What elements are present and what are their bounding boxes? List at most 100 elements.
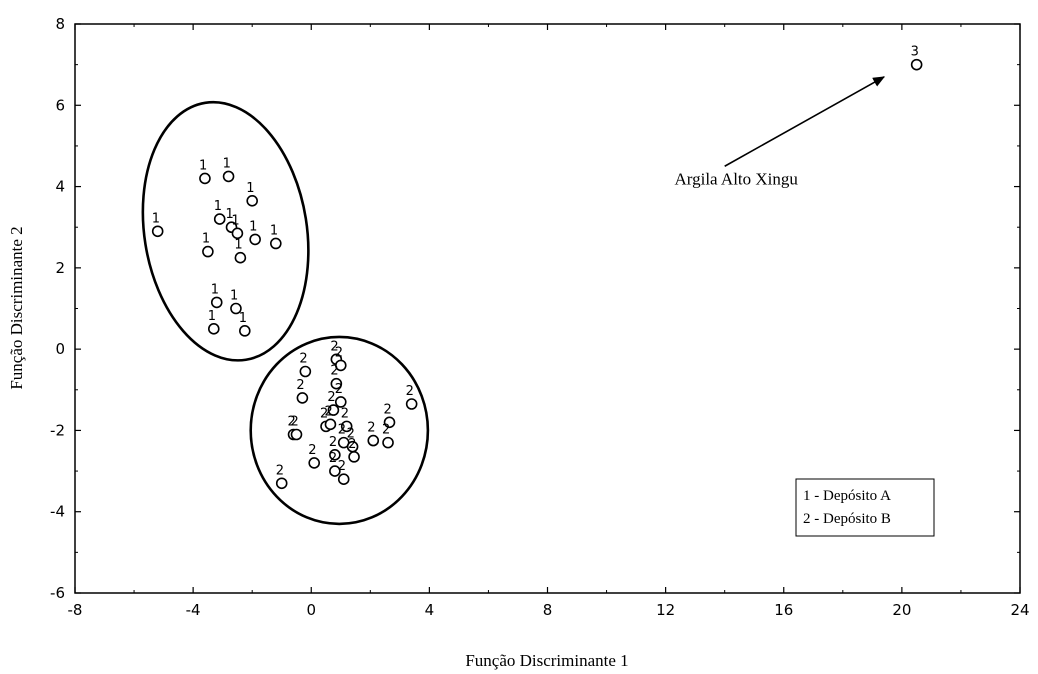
data-point-label: 1 (152, 211, 160, 226)
data-point-label: 2 (330, 339, 338, 354)
y-tick-label: -2 (50, 421, 65, 439)
data-point-label: 1 (202, 232, 210, 247)
data-point-2 (329, 449, 341, 461)
data-point-2 (334, 396, 347, 408)
data-point-label: 2 (276, 463, 284, 478)
x-tick-label: -8 (68, 601, 83, 619)
data-point-label: 2 (288, 414, 296, 429)
data-point-3 (910, 58, 923, 71)
data-point-label: 1 (249, 219, 257, 234)
data-point-label: 1 (239, 311, 247, 326)
legend: 1 - Depósito A 2 - Depósito B (795, 478, 935, 537)
data-point-2 (383, 416, 396, 429)
annotation-label: Argila Alto Xingu (674, 170, 798, 189)
data-point-2 (308, 457, 321, 469)
data-point-2 (299, 365, 312, 378)
cluster-ellipse-1 (141, 100, 310, 362)
cluster-ellipses (141, 100, 430, 526)
data-point-label: 2 (348, 437, 356, 452)
data-point-2 (324, 418, 337, 431)
data-point-2 (327, 404, 340, 416)
data-point-label: 2 (338, 459, 346, 474)
y-tick-label: 2 (55, 259, 65, 277)
data-point-1 (249, 233, 261, 246)
data-point-label: 2 (367, 421, 375, 436)
data-point-label: 1 (230, 289, 238, 304)
data-point-label: 2 (324, 404, 332, 419)
data-point-2 (275, 477, 288, 490)
data-point-1 (234, 251, 247, 264)
data-point-1 (270, 237, 282, 250)
data-point-1 (246, 194, 258, 207)
data-point-1 (230, 302, 242, 315)
data-point-label: 1 (223, 156, 231, 171)
data-point-label: 1 (211, 282, 219, 297)
x-tick-label: 20 (892, 601, 911, 619)
y-tick-label: 0 (55, 340, 65, 358)
data-point-1 (231, 227, 244, 240)
data-point-1 (222, 170, 235, 183)
data-point-1 (239, 325, 251, 337)
data-point-label: 1 (226, 207, 234, 222)
data-point-label: 2 (384, 402, 392, 417)
data-point-2 (290, 428, 303, 441)
y-tick-label: 6 (55, 96, 65, 114)
data-point-label: 2 (290, 414, 298, 429)
annotation: Argila Alto Xingu (674, 76, 886, 189)
data-point-label: 2 (341, 406, 349, 421)
data-point-2 (382, 436, 394, 449)
legend-entry-1: 1 - Depósito A (803, 488, 891, 504)
data-point-2 (334, 359, 347, 372)
data-point-2 (348, 451, 360, 463)
y-tick-label: -4 (50, 503, 65, 521)
annotation-arrow (724, 76, 886, 167)
data-point-label: 2 (327, 390, 335, 405)
data-point-label: 2 (338, 423, 346, 438)
x-tick-label: 4 (425, 601, 435, 619)
data-point-1 (151, 225, 164, 238)
data-point-2 (330, 377, 343, 390)
x-tick-label: 8 (543, 601, 553, 619)
data-point-label: 1 (199, 158, 207, 173)
y-tick-label: 4 (55, 178, 65, 196)
data-point-1 (199, 172, 211, 185)
x-tick-label: 0 (306, 601, 316, 619)
data-point-label: 1 (234, 238, 242, 253)
data-point-2 (340, 420, 353, 433)
cluster-ellipse-2 (249, 335, 430, 526)
data-point-label: 2 (330, 364, 338, 379)
data-point-label: 2 (320, 406, 328, 421)
data-point-1 (207, 323, 220, 335)
y-tick-label: -6 (50, 584, 65, 602)
legend-entry-2: 2 - Depósito B (803, 511, 891, 527)
data-point-2 (329, 465, 341, 477)
x-tick-label: 12 (656, 601, 675, 619)
data-point-label: 1 (270, 223, 278, 238)
data-point-1 (213, 213, 226, 225)
data-point-label: 2 (299, 351, 307, 366)
data-point-label: 2 (335, 345, 343, 360)
data-point-2 (296, 392, 309, 404)
data-point-2 (367, 434, 380, 447)
data-point-label: 2 (308, 443, 316, 458)
x-axis-title: Função Discriminante 1 (465, 651, 628, 670)
x-tick-label: 16 (774, 601, 793, 619)
data-point-label: 1 (208, 309, 216, 324)
data-point-label: 1 (231, 213, 239, 228)
data-point-label: 2 (329, 435, 337, 450)
data-point-label: 2 (296, 378, 304, 393)
data-point-label: 3 (911, 45, 919, 60)
legend-box (795, 478, 935, 537)
data-point-label: 2 (347, 427, 355, 442)
data-point-label: 1 (246, 181, 254, 196)
data-point-2 (405, 398, 418, 410)
data-point-label: 2 (335, 382, 343, 397)
x-tick-label: 24 (1010, 601, 1029, 619)
y-tick-label: 8 (55, 15, 65, 33)
data-point-label: 1 (214, 199, 222, 214)
data-point-2 (337, 473, 350, 486)
data-point-label: 2 (406, 384, 414, 399)
